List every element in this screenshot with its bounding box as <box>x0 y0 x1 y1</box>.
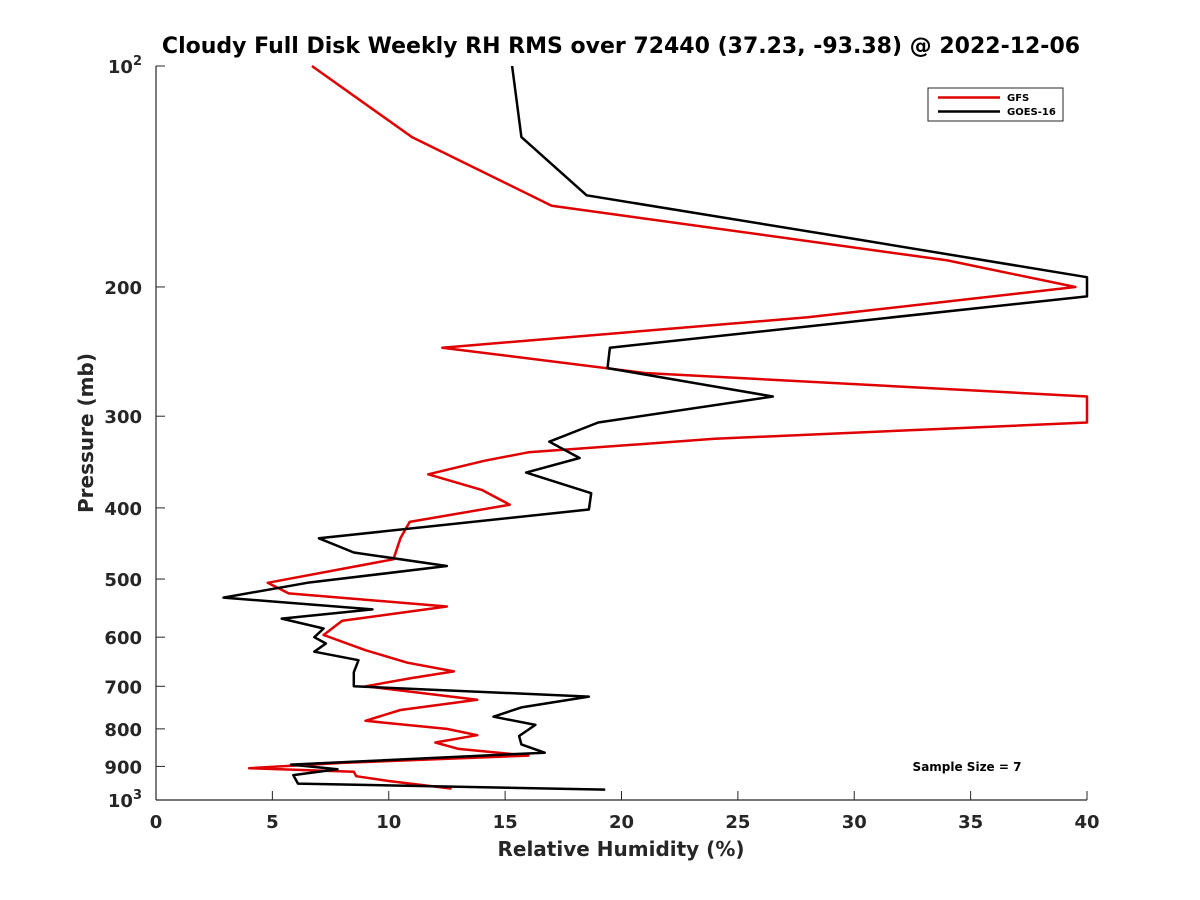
y-tick-label: 200 <box>104 278 142 299</box>
y-ticks: 102 200 300 400 500 600 700 800 900 103 <box>104 54 165 812</box>
x-tick-label: 25 <box>725 812 750 833</box>
x-ticks: 0 5 10 15 20 25 30 35 40 <box>150 791 1100 833</box>
x-tick-label: 15 <box>493 812 518 833</box>
legend-box <box>927 87 1064 122</box>
x-axis-label: Relative Humidity (%) <box>497 837 744 861</box>
x-tick-label: 10 <box>376 812 401 833</box>
legend-label-gfs: GFS <box>1007 93 1029 104</box>
x-tick-label: 0 <box>150 812 163 833</box>
y-tick-label: 800 <box>104 720 142 741</box>
y-tick-label: 300 <box>104 407 142 428</box>
y-tick-label: 400 <box>104 499 142 520</box>
y-tick-label: 600 <box>104 628 142 649</box>
legend-label-goes16: GOES-16 <box>1007 107 1056 118</box>
y-tick-label: 900 <box>104 757 142 778</box>
series-line-goes16 <box>222 65 1089 791</box>
series-line-gfs <box>247 64 1089 790</box>
x-tick-label: 40 <box>1074 812 1099 833</box>
x-tick-label: 35 <box>958 812 983 833</box>
y-axis-label: Pressure (mb) <box>74 353 98 513</box>
legend: GFS GOES-16 <box>927 87 1064 122</box>
sample-size-annotation: Sample Size = 7 <box>913 760 1022 774</box>
x-tick-label: 5 <box>266 812 279 833</box>
x-tick-label: 20 <box>609 812 634 833</box>
y-tick-label: 500 <box>104 570 142 591</box>
y-tick-label: 103 <box>108 788 142 812</box>
plot-lines <box>222 64 1089 791</box>
y-tick-label: 700 <box>104 677 142 698</box>
x-tick-label: 30 <box>842 812 867 833</box>
y-tick-label: 102 <box>108 54 142 78</box>
chart-title: Cloudy Full Disk Weekly RH RMS over 7244… <box>162 34 1080 59</box>
